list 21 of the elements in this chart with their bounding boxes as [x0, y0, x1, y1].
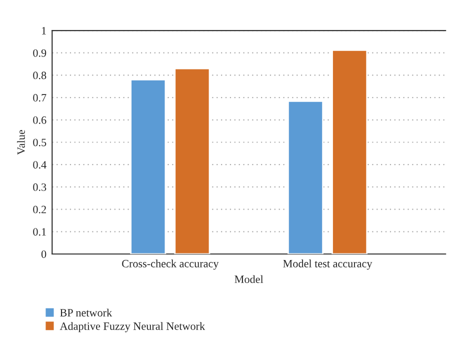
y-tick-label: 0.4	[33, 161, 46, 169]
y-tick-label: 1	[42, 27, 46, 34]
legend-label: BP network	[60, 308, 112, 317]
y-tick-label: 0.6	[33, 116, 46, 124]
bar	[287, 100, 324, 254]
y-axis-title: Value	[17, 130, 25, 155]
y-tick-label: 0	[41, 250, 46, 258]
y-tick-label: 0.7	[33, 94, 46, 102]
y-tick-label: 0.2	[33, 206, 46, 214]
y-tick-label: 0.9	[33, 49, 46, 57]
x-tick-label: Cross-check accuracy	[122, 260, 219, 270]
y-tick-label: 0.3	[33, 183, 46, 191]
y-tick-label: 0.1	[33, 228, 46, 236]
y-tick-label: 0.5	[33, 138, 46, 146]
bar	[130, 78, 166, 254]
bar	[332, 49, 368, 254]
legend-label: Adaptive Fuzzy Neural Network	[60, 322, 206, 332]
x-tick-label: Model test accuracy	[283, 260, 372, 270]
x-axis-title: Model	[234, 275, 264, 284]
y-tick-label: 0.8	[33, 72, 46, 80]
bar	[174, 68, 210, 254]
